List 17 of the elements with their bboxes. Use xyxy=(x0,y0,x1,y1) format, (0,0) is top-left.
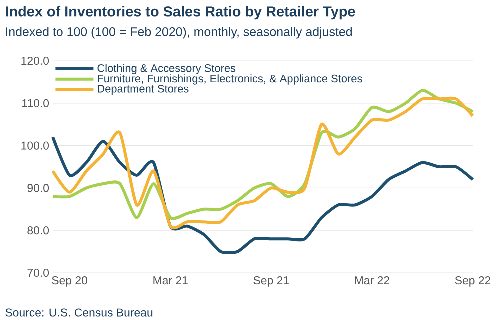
y-tick-label: 80.0 xyxy=(28,226,50,235)
y-tick-label: 120.0 xyxy=(22,56,50,66)
y-tick-label: 70.0 xyxy=(28,268,50,278)
legend-label: Clothing & Accessory Stores xyxy=(98,64,236,74)
y-tick-label: 110.0 xyxy=(22,99,50,108)
x-tick-label: Sep 20 xyxy=(52,276,88,287)
chart-title: Index of Inventories to Sales Ratio by Retailer Type xyxy=(6,6,356,20)
chart-subtitle: Indexed to 100 (100 = Feb 2020), monthly, seasonally adjusted xyxy=(6,27,352,39)
x-tick-label: Sep 21 xyxy=(254,276,289,287)
x-tick-label: Sep 22 xyxy=(455,276,491,287)
y-tick-label: 100.0 xyxy=(22,142,50,150)
x-tick-label: Mar 21 xyxy=(154,276,188,285)
source-note: Source: U.S. Census Bureau xyxy=(6,308,153,317)
x-tick-label: Mar 22 xyxy=(355,276,390,285)
y-tick-label: 90.0 xyxy=(28,184,50,192)
legend-label: Department Stores xyxy=(98,85,189,95)
legend-label: Furniture, Furnishings, Electronics, & Appliance Stores xyxy=(98,74,362,85)
